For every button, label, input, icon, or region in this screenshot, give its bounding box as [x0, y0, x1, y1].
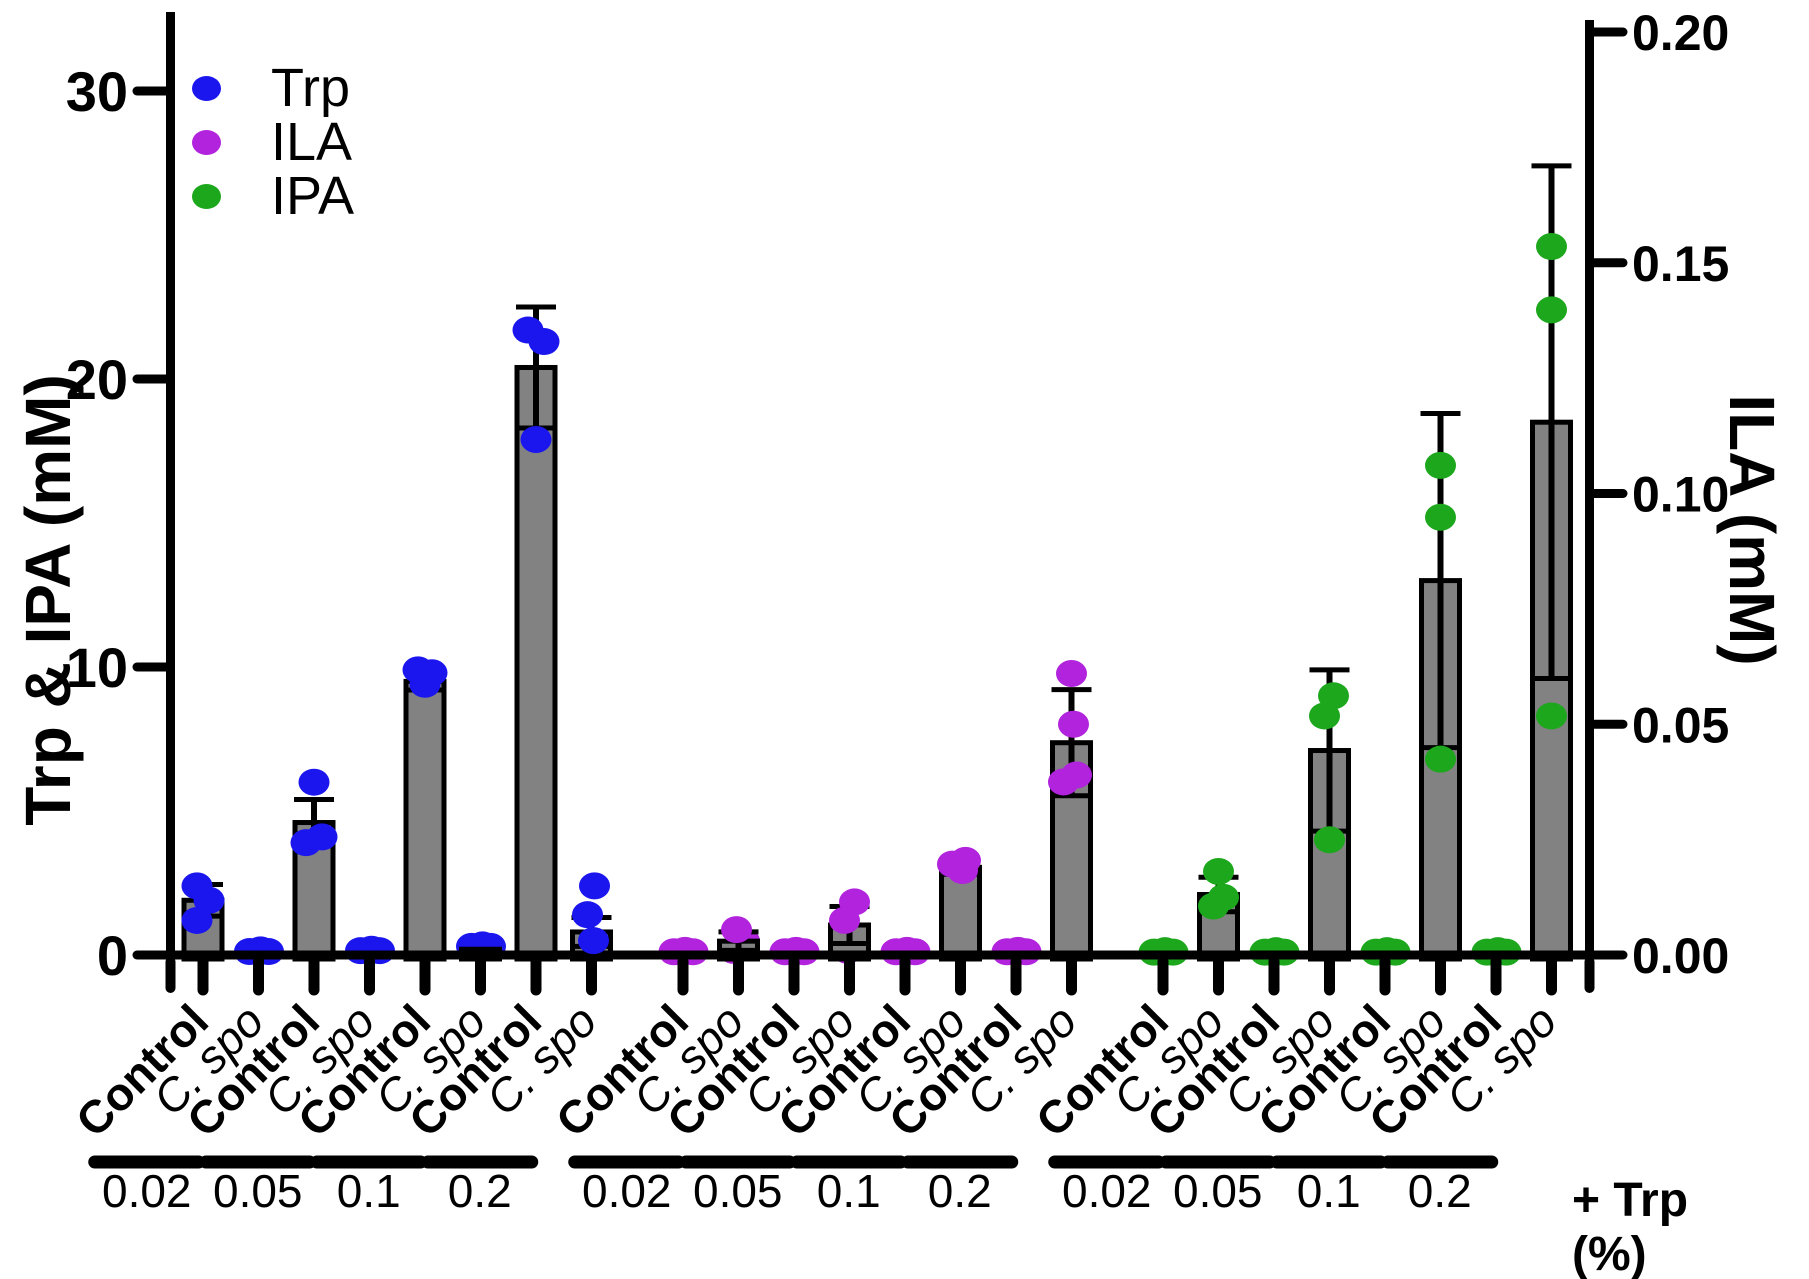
data-point-ila-002-cspo	[721, 916, 752, 944]
data-point-trp-01-control	[409, 670, 441, 698]
ipa-legend-dot-icon	[192, 183, 221, 209]
conc-label-ila-01: 0.1	[817, 1165, 881, 1217]
right-tick-label-0.05: 0.05	[1632, 697, 1729, 753]
data-point-trp-002-control	[181, 906, 213, 934]
conc-label-trp-01: 0.1	[337, 1165, 401, 1217]
x-axis-unit-label-line1: + Trp	[1572, 1174, 1689, 1227]
data-points-layer	[181, 233, 1567, 955]
left-tick-label-10: 10	[66, 636, 128, 699]
right-tick-label-0.15: 0.15	[1632, 236, 1729, 292]
data-point-ipa-002-cspo	[1198, 892, 1229, 920]
data-point-trp-005-control	[290, 829, 322, 857]
legend-row-ipa: IPA	[192, 169, 354, 223]
right-axis-title: ILA (mM)	[1716, 394, 1788, 666]
data-point-trp-02-cspo	[579, 872, 610, 900]
data-point-ipa-02-cspo	[1536, 233, 1567, 261]
data-point-ipa-02-cspo	[1536, 702, 1567, 730]
legend: Trp ILA IPA	[192, 61, 354, 223]
conc-label-ila-02: 0.2	[928, 1165, 992, 1217]
right-tick-label-0.00: 0.00	[1632, 928, 1729, 984]
right-tick-label-0.10: 0.10	[1632, 467, 1729, 523]
data-point-ila-02-cspo	[1048, 768, 1079, 796]
left-tick-label-20: 20	[66, 348, 128, 411]
bars-layer	[181, 163, 1573, 962]
x-axis-unit-label: + Trp (%)	[1572, 1174, 1688, 1279]
conc-label-trp-02: 0.2	[448, 1165, 512, 1217]
conc-label-ipa-02: 0.2	[1408, 1165, 1472, 1217]
data-point-ipa-005-cspo	[1314, 826, 1345, 854]
bar-trp-02-control	[514, 364, 558, 962]
left-tick-label-0: 0	[97, 924, 128, 987]
data-point-trp-02-cspo	[578, 927, 609, 955]
data-point-ipa-02-cspo	[1536, 296, 1567, 324]
right-tick-label-0.20: 0.20	[1632, 5, 1729, 61]
x-axis-unit-label-line2: (%)	[1572, 1228, 1647, 1279]
legend-label-trp: Trp	[271, 58, 350, 118]
data-point-ipa-01-cspo	[1425, 451, 1456, 479]
ila-legend-dot-icon	[192, 129, 221, 155]
data-point-trp-02-control	[528, 328, 560, 356]
conc-label-ipa-005: 0.05	[1173, 1165, 1263, 1217]
data-point-trp-02-cspo	[572, 901, 603, 929]
conc-label-ipa-002: 0.02	[1062, 1165, 1152, 1217]
conc-label-ila-005: 0.05	[693, 1165, 783, 1217]
data-point-trp-002-control	[193, 886, 225, 914]
data-point-trp-02-control	[520, 425, 552, 453]
bar-trp-01-control	[403, 678, 447, 962]
data-point-ipa-01-cspo	[1425, 503, 1456, 531]
axes-layer	[132, 12, 1628, 996]
conc-label-trp-002: 0.02	[102, 1165, 192, 1217]
data-point-ila-02-cspo	[1056, 659, 1087, 687]
data-point-ila-01-cspo	[947, 857, 978, 885]
conc-label-trp-005: 0.05	[213, 1165, 303, 1217]
legend-label-ila: ILA	[271, 112, 353, 172]
data-point-ila-02-cspo	[1058, 710, 1089, 738]
data-point-ipa-005-cspo	[1309, 702, 1340, 730]
data-point-trp-005-control	[298, 768, 330, 796]
legend-label-ipa: IPA	[271, 166, 355, 226]
conc-label-ipa-01: 0.1	[1297, 1165, 1361, 1217]
left-axis-title: Trp & IPA (mM)	[12, 374, 84, 826]
conc-label-ila-002: 0.02	[582, 1165, 672, 1217]
data-point-ila-005-cspo	[829, 906, 860, 934]
data-point-ipa-01-cspo	[1425, 745, 1456, 773]
trp-legend-dot-icon	[192, 75, 221, 101]
data-point-ipa-002-cspo	[1203, 857, 1234, 885]
left-tick-label-30: 30	[66, 60, 128, 123]
legend-row-trp: Trp	[192, 61, 354, 115]
legend-row-ila: ILA	[192, 115, 354, 169]
